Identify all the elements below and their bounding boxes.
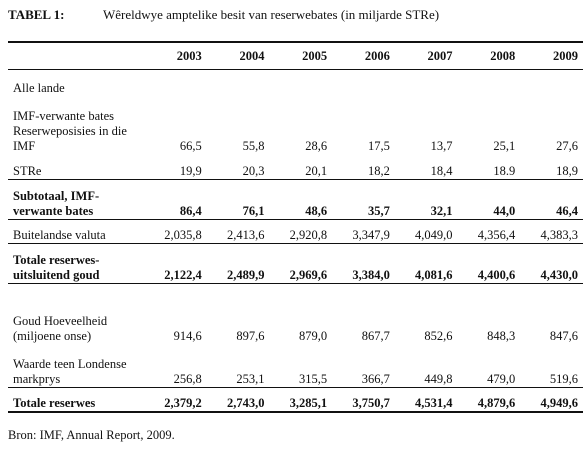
table-row: Alle lande [8,70,583,96]
cell: 449,8 [424,372,453,386]
header-row: 2003 2004 2005 2006 2007 2008 2009 [8,41,583,70]
cell: 17,5 [367,138,390,153]
cell: 848,3 [457,283,521,344]
cell: 32,1 [394,179,458,220]
cell: 20,1 [305,164,328,178]
header-cell-2004: 2004 [206,41,270,70]
table-number: TABEL 1: [8,7,65,22]
header-cell-2003: 2003 [144,41,207,70]
header-cell-empty [8,41,145,70]
cell: 76,1 [206,179,270,220]
cell: 4,879,6 [457,387,521,413]
cell: 2,035,8 [144,219,207,244]
cell: 48,6 [269,179,333,220]
cell: 2,743,0 [206,387,270,413]
cell: 4,049,0 [394,219,458,244]
cell: 4,531,4 [394,387,458,413]
row-label: STRe [13,164,42,178]
cell [520,70,583,96]
cell: 13,7 [430,138,453,153]
cell: 4,400,6 [457,243,521,284]
table-row: STRe 19,9 20,3 20,1 18,2 18,4 18.9 18,9 [8,154,583,180]
cell: 86,4 [144,179,207,220]
cell: 256,8 [173,372,202,386]
row-label: Subtotaal, IMF-verwante bates [8,179,145,220]
cell: 18,4 [430,164,453,178]
table-row: Buitelandse valuta 2,035,8 2,413,6 2,920… [8,219,583,244]
cell: 2,489,9 [206,243,270,284]
cell: 479,0 [487,372,516,386]
row-label: Totale reserwes-uitsluitend goud [8,243,145,284]
cell: 3,384,0 [332,243,395,284]
cell: 55,8 [242,138,265,153]
cell: 867,7 [332,283,395,344]
table-row: Goud Hoeveelheid (miljoene onse) 914,6 8… [8,283,583,344]
cell: 3,285,1 [269,387,333,413]
table-row: Totale reserwes 2,379,2 2,743,0 3,285,1 … [8,387,583,413]
row-label: Buitelandse valuta [8,219,145,244]
cell: 4,949,6 [520,387,583,413]
table-row: Subtotaal, IMF-verwante bates 86,4 76,1 … [8,179,583,220]
cell: 914,6 [144,283,207,344]
cell: 20,3 [242,164,265,178]
header-cell-2008: 2008 [457,41,521,70]
cell: 3,750,7 [332,387,395,413]
cell: 4,081,6 [394,243,458,284]
cell: 4,383,3 [520,219,583,244]
cell: 18.9 [493,164,516,178]
table-title: Wêreldwye amptelike besit van reserwebat… [103,7,440,22]
row-label: IMF-verwante bates Reserweposisies in di… [13,108,127,153]
cell: 2,122,4 [144,243,207,284]
cell: 852,6 [394,283,458,344]
cell [332,70,395,96]
cell [269,70,332,96]
cell: 879,0 [269,283,333,344]
cell: 366,7 [361,372,390,386]
table-row: Totale reserwes-uitsluitend goud 2,122,4… [8,243,583,284]
cell: 2,969,6 [269,243,333,284]
source-note: Bron: IMF, Annual Report, 2009. [8,428,175,442]
row-label: Totale reserwes [8,387,145,413]
cell: 4,430,0 [520,243,583,284]
cell: 2,379,2 [144,387,207,413]
cell: 18,9 [556,164,578,178]
table-row: IMF-verwante bates Reserweposisies in di… [8,96,583,154]
cell: 253,1 [236,372,265,386]
cell: 315,5 [299,372,328,386]
cell: 35,7 [332,179,395,220]
cell: 25,1 [493,138,516,153]
cell: 18,2 [367,164,390,178]
cell: 2,920,8 [269,219,333,244]
cell: 847,6 [520,283,583,344]
cell: 3,347,9 [332,219,395,244]
cell [144,70,207,96]
header-cell-2009: 2009 [520,41,583,70]
row-label: Alle lande [13,80,65,95]
cell: 519,6 [549,372,578,386]
header-cell-2007: 2007 [394,41,458,70]
cell: 44,0 [457,179,521,220]
reserve-assets-table: 2003 2004 2005 2006 2007 2008 2009 Alle … [8,41,583,413]
cell [395,70,458,96]
cell: 28,6 [305,138,328,153]
row-label: Waarde teen Londense markprys [13,357,127,386]
cell: 897,6 [206,283,270,344]
row-label: Goud Hoeveelheid (miljoene onse) [8,283,145,344]
cell: 46,4 [520,179,583,220]
cell [207,70,270,96]
cell: 19,9 [179,164,202,178]
table-caption: TABEL 1: Wêreldwye amptelike besit van r… [8,7,583,25]
cell: 27,6 [556,138,578,153]
cell: 66,5 [179,138,202,153]
header-cell-2006: 2006 [332,41,395,70]
cell: 2,413,6 [206,219,270,244]
cell [458,70,521,96]
header-cell-2005: 2005 [269,41,333,70]
table-row: Waarde teen Londense markprys 256,8 253,… [8,344,583,388]
cell: 4,356,4 [457,219,521,244]
